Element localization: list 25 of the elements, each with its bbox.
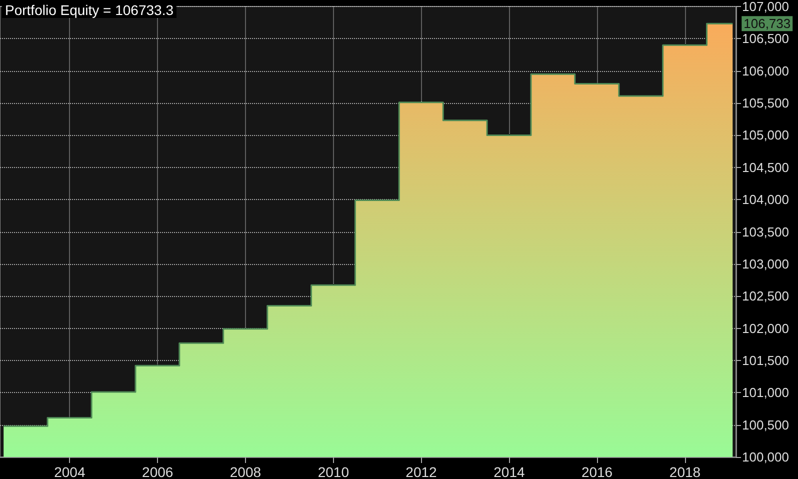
x-tick-label: 2016	[581, 464, 613, 479]
x-tick-label: 2014	[494, 464, 525, 479]
y-tick-label: 101,000	[742, 385, 789, 400]
y-tick-label: 101,500	[742, 352, 789, 368]
y-tick-label: 105,000	[742, 128, 789, 143]
y-tick-label: 106,500	[742, 31, 789, 46]
x-tick-label: 2006	[142, 464, 174, 479]
y-tick-label: 102,000	[742, 320, 789, 336]
y-tick-label: 106,000	[742, 63, 789, 78]
y-tick-label: 104,500	[742, 160, 789, 175]
y-tick-label: 103,500	[742, 224, 789, 240]
y-tick-label: 107,000	[742, 0, 789, 14]
y-tick-label: 104,000	[742, 192, 789, 208]
chart-title: Portfolio Equity = 106733.3	[5, 2, 174, 18]
y-tick-label: 103,000	[742, 256, 789, 272]
x-tick-label: 2012	[406, 464, 438, 479]
y-tick-label: 105,500	[742, 96, 789, 111]
annotation: 106,733	[744, 16, 791, 32]
x-tick-label: 2018	[669, 464, 701, 479]
y-tick-label: 102,500	[742, 288, 789, 304]
y-tick-label: 100,500	[742, 417, 789, 432]
x-tick-label: 2010	[318, 464, 350, 479]
y-tick-label: 100,000	[742, 450, 789, 464]
x-tick-label: 2004	[54, 464, 86, 479]
x-tick-label: 2008	[230, 464, 262, 479]
